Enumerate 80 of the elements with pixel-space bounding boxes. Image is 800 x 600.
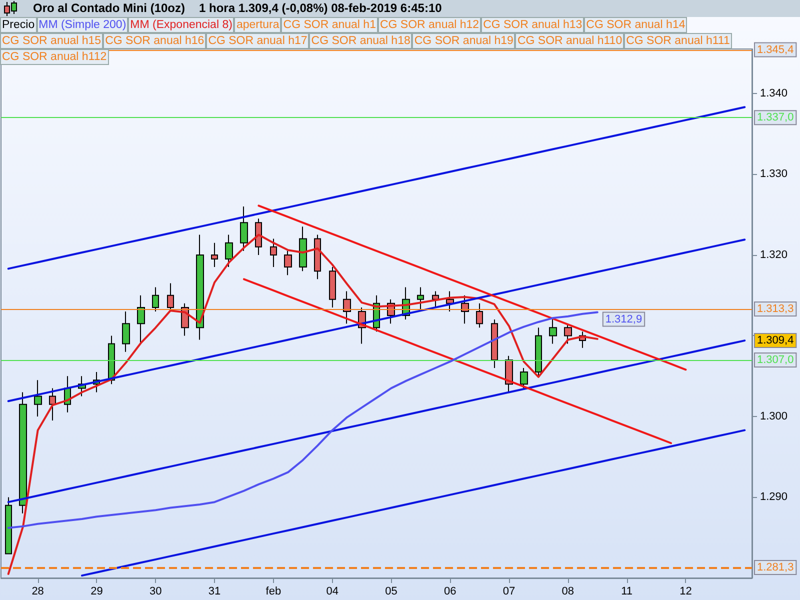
x-tick-label: 07 [502, 586, 516, 598]
candlestick [491, 319, 498, 369]
y-tick-label: 1.330 [760, 168, 788, 180]
text: MM (Exponencial 8) [128, 17, 234, 33]
candlestick [299, 226, 307, 272]
x-tick-label: 28 [32, 586, 44, 598]
data-label: 1.312,9 [605, 313, 642, 326]
annotation: CG SOR anual h112 [0, 49, 109, 65]
candlestick [49, 388, 56, 422]
candlestick [167, 282, 174, 312]
line-series [7, 106, 746, 270]
line-series [242, 278, 672, 444]
text: CG SOR anual h14 [584, 17, 688, 33]
text: CG SOR anual h15 [0, 33, 104, 49]
ref-line-label: 1.281,3 [757, 562, 794, 574]
candlestick [314, 234, 321, 280]
chart-subtitle: 1 hora 1.309,4 (-0,08%) 08-feb-2019 6:45:10 [199, 0, 442, 17]
x-tick-label: feb [266, 586, 282, 598]
text: CG SOR anual h16 [103, 33, 206, 49]
line-series [7, 311, 598, 529]
candlestick [535, 327, 542, 377]
ref-line-label: 1.345,4 [757, 44, 794, 56]
text: CG SOR anual h12 [378, 17, 482, 33]
candlestick [461, 294, 469, 324]
x-tick-label: 31 [208, 586, 221, 598]
x-tick-label: 29 [90, 586, 103, 598]
y-tick-label: 1.290 [760, 491, 788, 504]
y-tick-label: 1.320 [760, 248, 788, 261]
text: CG SOR anual h17 [206, 33, 310, 49]
candlestick [108, 335, 115, 385]
line-series [258, 204, 687, 371]
candlestick [284, 250, 292, 276]
candlestick [137, 294, 145, 344]
x-tick-label: 12 [680, 586, 692, 598]
candlestick [225, 234, 233, 268]
ref-line-label: 1.337,0 [757, 112, 794, 124]
line-series [7, 340, 746, 504]
text: MM (Simple 200) [36, 17, 128, 33]
x-tick-label: 06 [444, 586, 456, 598]
candlestick [549, 319, 557, 344]
y-tick-label: 1.340 [760, 87, 788, 100]
x-tick-label: 30 [149, 586, 162, 598]
candlestick [343, 290, 351, 324]
x-tick-label: 05 [385, 586, 398, 598]
candlestick [5, 496, 12, 554]
text: CG SOR anual h19 [412, 33, 516, 49]
candlestick [417, 286, 424, 312]
y-tick-label: 1.300 [760, 410, 788, 422]
candlestick [34, 380, 42, 417]
candlestick [329, 266, 336, 308]
annotation: 1.309,4 [757, 334, 794, 347]
x-tick-label: 04 [326, 586, 338, 598]
text: apertura [234, 17, 282, 33]
text: CG SOR anual h1 [281, 17, 378, 33]
candlestick [211, 242, 218, 268]
candlestick [240, 206, 248, 252]
candlestick [520, 368, 528, 389]
candlestick [19, 392, 27, 514]
text: CG SOR anual h18 [309, 33, 412, 49]
candlestick [476, 302, 483, 328]
candlestick [270, 238, 277, 268]
x-tick-label: 08 [562, 586, 574, 598]
ref-line-label: 1.307,0 [757, 354, 794, 366]
candlestick [196, 234, 204, 340]
text: CG SOR anual h110 [515, 33, 624, 49]
candlestick [122, 310, 130, 352]
legend-label: Precio [0, 17, 37, 33]
line-series [7, 238, 746, 402]
chart-title: Oro al Contado Mini (10oz) [33, 0, 185, 17]
ref-line-label: 1.313,3 [757, 303, 794, 316]
text: CG SOR anual h111 [624, 33, 732, 49]
candlestick [446, 290, 454, 312]
candlestick [255, 218, 262, 256]
line-series [80, 429, 746, 577]
candlestick [432, 290, 439, 308]
candlestick [564, 323, 572, 344]
x-tick-label: 11 [621, 586, 633, 598]
line-series [7, 234, 598, 575]
text: CG SOR anual h13 [481, 17, 584, 33]
candlestick [152, 286, 159, 312]
